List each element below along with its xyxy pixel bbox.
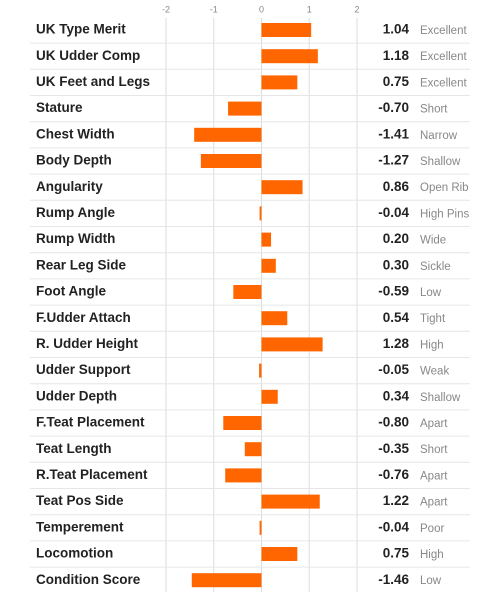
x-tick-label: 2 (354, 4, 359, 14)
row-label: Rear Leg Side (36, 257, 127, 272)
row-label: Rump Angle (36, 205, 115, 220)
descriptor: Wide (420, 235, 446, 247)
descriptor: High (420, 339, 444, 351)
value-label: 0.75 (383, 546, 410, 561)
bar (259, 520, 262, 535)
value-label: 0.20 (383, 231, 409, 246)
value-label: -0.80 (378, 415, 409, 430)
bar (259, 363, 262, 378)
bar (261, 494, 320, 509)
descriptor: Apart (420, 497, 448, 509)
bar (261, 389, 278, 404)
value-label: -1.46 (378, 572, 409, 587)
descriptor: Excellent (420, 51, 467, 63)
value-label: -0.04 (378, 205, 409, 220)
descriptor: Short (420, 104, 448, 116)
bar (200, 154, 262, 168)
row-label: Udder Depth (36, 388, 117, 403)
value-label: 1.18 (383, 48, 410, 63)
value-label: -0.04 (378, 519, 409, 534)
bar (261, 547, 298, 561)
descriptor: Apart (420, 470, 448, 482)
bar (228, 101, 262, 116)
row-label: Foot Angle (36, 284, 106, 299)
value-label: 0.75 (383, 74, 410, 89)
x-tick-label: -2 (162, 4, 170, 14)
value-label: 1.22 (383, 493, 409, 508)
value-label: -0.76 (378, 467, 409, 482)
value-label: -1.41 (378, 126, 409, 141)
descriptor: Shallow (420, 156, 461, 168)
value-label: 0.34 (383, 388, 410, 403)
descriptor: High Pins (420, 208, 469, 220)
bar (194, 127, 262, 142)
row-label: F.Teat Placement (36, 415, 145, 430)
bar (225, 468, 262, 483)
bar (261, 311, 288, 326)
value-label: 1.28 (383, 336, 410, 351)
row-label: Teat Length (36, 441, 112, 456)
row-label: Temperement (36, 519, 124, 534)
value-label: -0.59 (378, 284, 409, 299)
value-label: 0.54 (383, 310, 410, 325)
bar (259, 206, 262, 221)
value-label: 1.04 (383, 22, 410, 37)
bar (261, 232, 272, 247)
row-label: UK Feet and Legs (36, 74, 150, 89)
value-label: 0.86 (383, 179, 410, 194)
bar (261, 180, 303, 195)
row-label: Rump Width (36, 231, 115, 246)
value-label: -0.05 (378, 362, 409, 377)
row-label: Chest Width (36, 126, 115, 141)
value-label: -1.27 (378, 153, 409, 168)
descriptor: Poor (420, 523, 444, 535)
bar (261, 337, 323, 352)
row-label: Locomotion (36, 546, 113, 561)
x-tick-label: -1 (210, 4, 218, 14)
row-label: R.Teat Placement (36, 467, 148, 482)
row-label: Condition Score (36, 572, 141, 587)
descriptor: Excellent (420, 25, 467, 37)
descriptor: Low (420, 575, 442, 587)
descriptor: Apart (420, 418, 448, 430)
value-label: 0.30 (383, 257, 409, 272)
value-label: -0.35 (378, 441, 409, 456)
bar (191, 573, 262, 588)
row-label: Udder Support (36, 362, 131, 377)
row-label: Body Depth (36, 153, 112, 168)
row-label: UK Udder Comp (36, 48, 140, 63)
row-label: Teat Pos Side (36, 493, 124, 508)
x-tick-label: 0 (259, 4, 264, 14)
row-label: Stature (36, 100, 83, 115)
bar (233, 285, 262, 299)
descriptor: Weak (420, 366, 449, 378)
descriptor: Tight (420, 313, 446, 325)
row-label: UK Type Merit (36, 22, 126, 37)
row-label: Angularity (36, 179, 103, 194)
bar (261, 23, 312, 37)
descriptor: Low (420, 287, 442, 299)
bar (223, 416, 262, 430)
x-tick-label: 1 (307, 4, 312, 14)
descriptor: Excellent (420, 77, 467, 89)
value-label: -0.70 (378, 100, 409, 115)
bar (244, 442, 262, 457)
descriptor: Short (420, 444, 448, 456)
descriptor: Shallow (420, 392, 461, 404)
bar (261, 49, 318, 64)
row-label: F.Udder Attach (36, 310, 131, 325)
descriptor: Sickle (420, 261, 451, 273)
descriptor: Narrow (420, 130, 458, 142)
descriptor: Open Rib (420, 182, 469, 194)
row-label: R. Udder Height (36, 336, 139, 351)
bar (261, 258, 276, 273)
bar (261, 75, 298, 90)
descriptor: High (420, 549, 444, 561)
